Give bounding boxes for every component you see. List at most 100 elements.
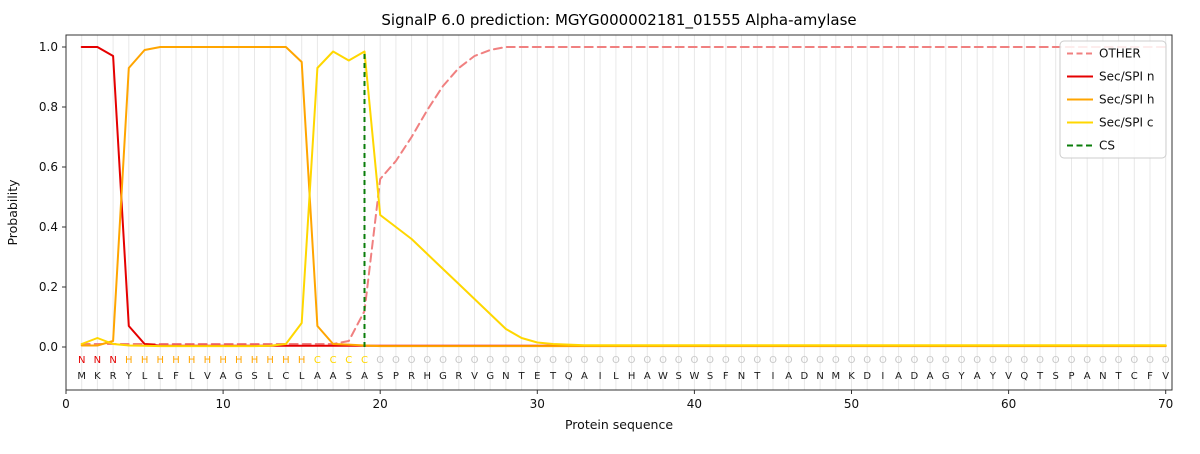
region-label: O bbox=[1020, 355, 1028, 366]
region-label: O bbox=[486, 355, 494, 366]
residue-letter: S bbox=[1053, 371, 1059, 382]
legend-item-label: CS bbox=[1099, 139, 1115, 153]
y-tick-label: 0.6 bbox=[39, 160, 58, 174]
residue-letter: E bbox=[534, 371, 540, 382]
residue-letter: L bbox=[158, 371, 164, 382]
residue-letter: D bbox=[863, 371, 871, 382]
region-label: O bbox=[1130, 355, 1138, 366]
region-label: O bbox=[1036, 355, 1044, 366]
legend-item-label: Sec/SPI c bbox=[1099, 116, 1153, 130]
plot-border bbox=[65, 34, 1173, 391]
region-label: O bbox=[580, 355, 588, 366]
residue-letter: A bbox=[330, 371, 337, 382]
y-tick-label: 0.0 bbox=[39, 340, 58, 354]
residue-letter: R bbox=[455, 371, 462, 382]
legend-item-other: OTHER bbox=[1067, 47, 1141, 61]
y-axis: 0.0 0.2 0.4 0.6 0.8 1.0 bbox=[39, 40, 66, 354]
region-label: O bbox=[785, 355, 793, 366]
residue-letter: A bbox=[220, 371, 227, 382]
region-label: O bbox=[1162, 355, 1170, 366]
region-label: O bbox=[879, 355, 887, 366]
residue-letter: Y bbox=[957, 371, 965, 382]
region-label: O bbox=[439, 355, 447, 366]
region-label: O bbox=[722, 355, 730, 366]
region-label: O bbox=[596, 355, 604, 366]
y-tick-label: 0.2 bbox=[39, 280, 58, 294]
region-label: H bbox=[251, 355, 259, 366]
region-label: O bbox=[628, 355, 636, 366]
x-tick-label: 30 bbox=[530, 397, 545, 411]
region-label: O bbox=[832, 355, 840, 366]
region-label: O bbox=[549, 355, 557, 366]
series-line-sec-spi-c bbox=[80, 50, 1167, 348]
region-label: O bbox=[1083, 355, 1091, 366]
residue-letter: I bbox=[772, 371, 775, 382]
region-label: O bbox=[408, 355, 416, 366]
y-tick-label: 0.4 bbox=[39, 220, 58, 234]
residue-letter: S bbox=[377, 371, 383, 382]
region-label: O bbox=[1005, 355, 1013, 366]
residue-letter: Q bbox=[565, 371, 573, 382]
legend-item-sec-spi-h: Sec/SPI h bbox=[1067, 93, 1154, 107]
legend-item-label: OTHER bbox=[1099, 47, 1141, 61]
residue-letter: L bbox=[299, 371, 305, 382]
region-label: H bbox=[204, 355, 212, 366]
residue-letter: K bbox=[848, 371, 855, 382]
residue-letter: S bbox=[676, 371, 682, 382]
region-label: O bbox=[706, 355, 714, 366]
x-axis-label: Protein sequence bbox=[565, 417, 673, 432]
residue-letter: A bbox=[361, 371, 368, 382]
residue-letter: N bbox=[816, 371, 823, 382]
region-label: C bbox=[345, 355, 352, 366]
residue-letter: H bbox=[628, 371, 636, 382]
region-label: O bbox=[659, 355, 667, 366]
legend: OTHER Sec/SPI n Sec/SPI h Sec/SPI c CS bbox=[1059, 40, 1167, 159]
residue-letter: G bbox=[235, 371, 243, 382]
residue-letter: V bbox=[471, 371, 478, 382]
region-label: H bbox=[125, 355, 133, 366]
residue-letter: Y bbox=[125, 371, 133, 382]
legend-item-label: Sec/SPI n bbox=[1099, 70, 1154, 84]
residue-letter: A bbox=[785, 371, 792, 382]
residue-letter: S bbox=[251, 371, 257, 382]
region-label: O bbox=[471, 355, 479, 366]
x-tick-label: 0 bbox=[62, 397, 70, 411]
y-tick-label: 0.8 bbox=[39, 100, 58, 114]
residue-letter: W bbox=[658, 371, 668, 382]
region-label: O bbox=[753, 355, 761, 366]
region-label: O bbox=[973, 355, 981, 366]
region-label: H bbox=[298, 355, 306, 366]
region-label: O bbox=[643, 355, 651, 366]
region-label: O bbox=[989, 355, 997, 366]
region-label: C bbox=[330, 355, 337, 366]
region-label: O bbox=[612, 355, 620, 366]
x-tick-label: 40 bbox=[687, 397, 702, 411]
region-label: H bbox=[235, 355, 243, 366]
region-label: H bbox=[141, 355, 149, 366]
residue-letter: V bbox=[204, 371, 211, 382]
residue-letter: D bbox=[911, 371, 919, 382]
region-label: C bbox=[314, 355, 321, 366]
residue-letter: W bbox=[689, 371, 699, 382]
region-label: O bbox=[926, 355, 934, 366]
legend-item-sec-spi-n: Sec/SPI n bbox=[1067, 70, 1154, 84]
region-label: O bbox=[1068, 355, 1076, 366]
residue-letter: F bbox=[723, 371, 729, 382]
region-label: H bbox=[172, 355, 180, 366]
region-label: O bbox=[376, 355, 384, 366]
residue-letter: A bbox=[895, 371, 902, 382]
residue-letter: Q bbox=[1020, 371, 1028, 382]
region-label: H bbox=[282, 355, 290, 366]
region-label: O bbox=[1146, 355, 1154, 366]
x-tick-label: 70 bbox=[1158, 397, 1173, 411]
x-tick-label: 20 bbox=[373, 397, 388, 411]
residue-letter: L bbox=[267, 371, 273, 382]
region-label: O bbox=[518, 355, 526, 366]
residue-letter: S bbox=[346, 371, 352, 382]
residue-letter: M bbox=[77, 371, 86, 382]
residue-letter: C bbox=[1131, 371, 1138, 382]
